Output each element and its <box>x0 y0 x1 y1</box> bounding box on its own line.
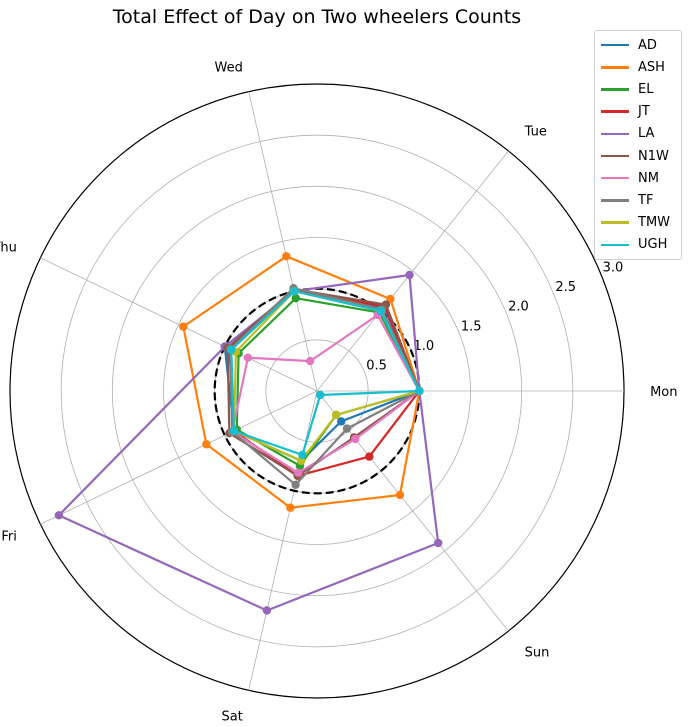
series-ugh <box>227 287 424 460</box>
legend-item-jt: JT <box>601 101 675 123</box>
data-point-ash-thu <box>179 322 188 331</box>
legend-swatch <box>601 132 629 136</box>
legend-swatch <box>601 154 629 158</box>
legend-label: JT <box>638 104 650 120</box>
legend-label: TF <box>638 192 654 208</box>
data-point-jt-sun <box>365 452 374 461</box>
grid-spoke <box>248 390 318 691</box>
legend-swatch <box>601 43 629 47</box>
legend-swatch <box>601 176 629 180</box>
legend-label: N1W <box>638 148 669 164</box>
legend-item-la: LA <box>601 123 675 145</box>
series-layer <box>54 252 443 615</box>
grid-spoke <box>40 390 318 525</box>
grid-spoke <box>40 257 318 392</box>
data-point-ash-sun <box>395 490 405 500</box>
data-point-ad-sun <box>337 417 346 426</box>
radial-tick-label: 0.5 <box>366 358 387 373</box>
legend-label: ASH <box>638 59 665 75</box>
series-line-ash <box>182 255 421 509</box>
data-point-ugh-thu <box>227 345 236 354</box>
data-point-la-fri <box>54 511 64 520</box>
legend-swatch <box>601 88 629 91</box>
data-point-ash-wed <box>282 252 291 261</box>
category-label-tue: Tue <box>524 125 547 140</box>
legend-label: AD <box>638 37 657 53</box>
radar-grid <box>9 83 625 699</box>
legend-label: LA <box>638 126 655 142</box>
category-labels: Mon Tue Wed Thu Fri Sat Sun <box>0 60 678 724</box>
grid-spoke <box>248 91 318 392</box>
legend-item-ash: ASH <box>601 56 675 78</box>
data-point-la-tue <box>405 270 414 280</box>
legend-item-nm: NM <box>601 167 675 189</box>
data-point-la-sat <box>262 606 272 615</box>
category-label-sun: Sun <box>525 645 550 660</box>
category-label-mon: Mon <box>650 385 677 400</box>
legend-swatch <box>601 199 629 202</box>
data-point-la-sun <box>434 538 443 548</box>
data-point-tmw-sun <box>331 410 341 420</box>
data-point-tf-sun <box>342 424 352 433</box>
legend-swatch <box>601 221 629 224</box>
series-line-nm <box>231 313 421 474</box>
data-point-ugh-wed <box>290 287 299 296</box>
legend-item-el: EL <box>601 78 675 100</box>
legend-swatch <box>601 243 629 247</box>
radial-tick-label: 2.5 <box>555 280 576 295</box>
series-line-tf <box>229 287 421 486</box>
data-point-ugh-mon <box>415 386 424 396</box>
category-label-wed: Wed <box>215 60 243 75</box>
category-label-fri: Fri <box>1 530 17 545</box>
category-label-sat: Sat <box>222 710 243 725</box>
legend-label: UGH <box>638 237 668 253</box>
legend-label: NM <box>638 170 659 186</box>
data-point-nm-thu <box>243 353 253 362</box>
legend-swatch <box>601 110 629 113</box>
grid-spoke <box>316 150 509 392</box>
legend-swatch <box>601 66 629 69</box>
radial-tick-label: 3.0 <box>603 261 624 276</box>
data-point-nm-wed <box>305 356 315 366</box>
legend: AD ASH EL JT LA N1W NM TF TMW UGH <box>594 30 682 260</box>
chart-title: Total Effect of Day on Two wheelers Coun… <box>112 6 522 28</box>
series-line-la <box>57 273 440 612</box>
legend-item-n1w: N1W <box>601 145 675 167</box>
legend-item-tmw: TMW <box>601 212 675 234</box>
category-label-thu: Thu <box>0 240 17 255</box>
data-point-ugh-sat <box>298 450 307 460</box>
legend-label: TMW <box>638 215 671 231</box>
legend-item-ad: AD <box>601 34 675 56</box>
data-point-nm-sun <box>351 434 360 444</box>
data-point-tf-sat <box>291 480 300 489</box>
data-point-ash-fri <box>202 440 211 449</box>
radial-tick-label: 1.5 <box>461 319 482 334</box>
series-line-ugh <box>230 290 421 456</box>
legend-item-tf: TF <box>601 189 675 211</box>
legend-label: EL <box>638 81 654 97</box>
legend-item-ugh: UGH <box>601 234 675 256</box>
data-point-ugh-fri <box>229 426 239 436</box>
data-point-ugh-tue <box>376 306 386 316</box>
radial-tick-label: 2.0 <box>508 300 529 315</box>
series-line-n1w <box>226 288 421 477</box>
data-point-el-wed <box>291 294 301 303</box>
data-point-ash-tue <box>386 294 395 304</box>
data-point-ugh-sun <box>315 390 325 400</box>
data-point-nm-sat <box>294 468 303 478</box>
radial-tick-label: 1.0 <box>414 339 435 354</box>
radial-tick-labels: 0.5 1.0 1.5 2.0 2.5 3.0 <box>366 261 623 374</box>
data-point-ash-sat <box>286 503 295 512</box>
